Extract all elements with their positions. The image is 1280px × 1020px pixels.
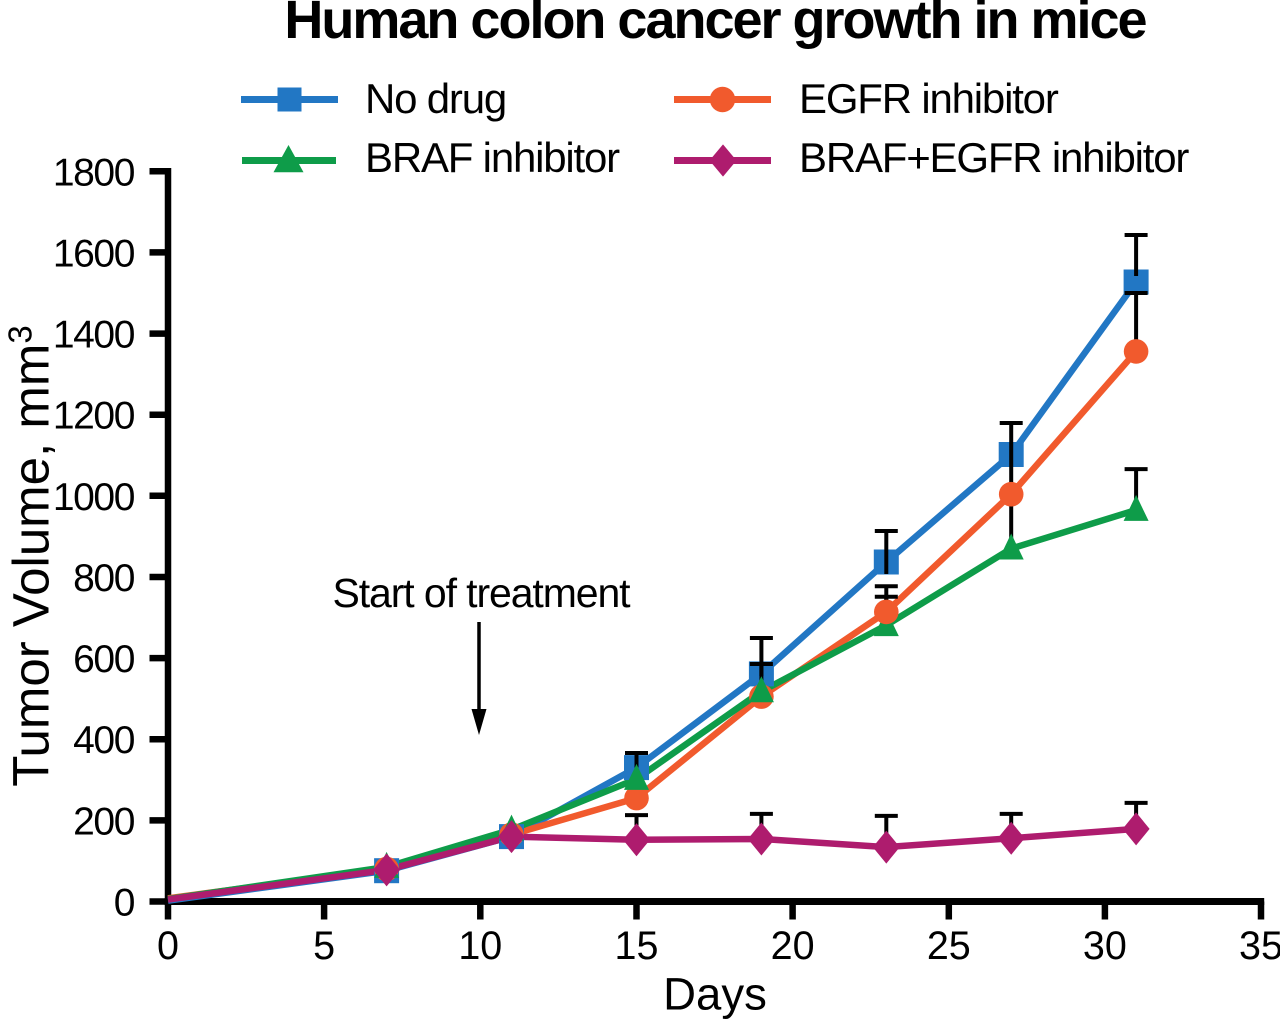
svg-text:30: 30 [1083, 924, 1127, 968]
svg-text:600: 600 [73, 638, 135, 681]
svg-text:1000: 1000 [53, 476, 135, 519]
svg-text:5: 5 [313, 924, 335, 968]
svg-text:1600: 1600 [53, 232, 135, 275]
svg-text:Days: Days [663, 969, 767, 1020]
svg-text:10: 10 [458, 924, 502, 968]
svg-text:35: 35 [1239, 924, 1280, 968]
svg-text:800: 800 [73, 557, 135, 600]
svg-text:200: 200 [73, 800, 135, 843]
svg-text:1200: 1200 [53, 395, 135, 438]
svg-text:EGFR inhibitor: EGFR inhibitor [799, 75, 1059, 122]
svg-text:1800: 1800 [53, 151, 135, 194]
svg-text:BRAF inhibitor: BRAF inhibitor [365, 134, 620, 181]
svg-text:0: 0 [114, 882, 135, 925]
svg-text:Start of treatment: Start of treatment [333, 570, 632, 616]
svg-text:0: 0 [157, 924, 179, 968]
svg-text:Human colon cancer growth in m: Human colon cancer growth in mice [284, 0, 1146, 50]
svg-text:BRAF+EGFR inhibitor: BRAF+EGFR inhibitor [799, 134, 1189, 181]
svg-text:1400: 1400 [53, 314, 135, 357]
svg-text:Tumor Volume, mm3: Tumor Volume, mm3 [2, 325, 60, 786]
svg-text:No drug: No drug [365, 75, 506, 122]
svg-text:25: 25 [927, 924, 971, 968]
svg-text:20: 20 [771, 924, 815, 968]
svg-text:15: 15 [615, 924, 659, 968]
svg-text:400: 400 [73, 719, 135, 762]
